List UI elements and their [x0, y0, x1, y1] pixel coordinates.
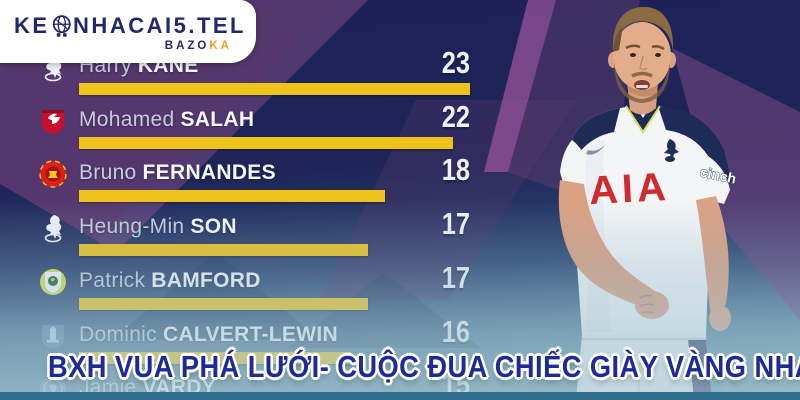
brand-text-pre: KE: [14, 12, 50, 38]
club-badge-manchester-united-icon: [38, 159, 68, 189]
brand-logo: KE NHACAI5.TEL BAZOKA: [0, 0, 256, 63]
club-badge-tottenham-icon: [38, 213, 68, 243]
goal-count: 18: [441, 152, 470, 187]
club-badge-leeds-united-icon: [38, 267, 68, 297]
player-last-name: FERNANDES: [142, 161, 276, 184]
player-last-name: SON: [190, 215, 237, 238]
brand-subtitle: BAZOKA: [164, 39, 246, 53]
player-last-name: BAMFORD: [151, 269, 261, 292]
player-last-name: CALVERT-LEWIN: [162, 323, 338, 346]
player-first-name: Dominic: [79, 323, 157, 346]
brand-subtitle-orange: KA: [209, 39, 232, 52]
goal-count: 23: [441, 45, 470, 80]
brand-subtitle-dark: BAZO: [164, 39, 210, 52]
player-first-name: Bruno: [79, 161, 137, 184]
goal-bar: [79, 137, 453, 149]
svg-text:AIA: AIA: [588, 165, 671, 213]
goal-count: 16: [441, 314, 470, 349]
player-photo: AIA cinch: [480, 0, 800, 400]
footer-strip: [0, 392, 800, 400]
scorer-row-bamford: Patrick BAMFORD 17: [35, 260, 475, 321]
goal-bar: [79, 83, 470, 95]
brand-text-post: NHACAI5.TEL: [73, 12, 246, 38]
goal-count: 17: [441, 206, 470, 241]
goal-bar: [79, 298, 368, 310]
player-last-name: SALAH: [180, 108, 255, 131]
scorer-row-fernandes: Bruno FERNANDES 18: [35, 152, 475, 213]
goal-count: 17: [441, 260, 470, 295]
player-first-name: Mohamed: [79, 108, 175, 131]
banner-text: BXH VUA PHÁ LƯỚI- CUỘC ĐUA CHIẾC GIÀY VÀ…: [48, 349, 800, 384]
scorer-row-son: Heung-Min SON 17: [35, 206, 475, 267]
club-badge-everton-icon: [38, 321, 68, 351]
club-badge-liverpool-icon: [38, 106, 68, 136]
globe-mascot-icon: [52, 15, 71, 37]
goal-bar: [79, 244, 368, 256]
goal-count: 22: [441, 99, 470, 134]
player-first-name: Patrick: [79, 269, 146, 292]
player-first-name: Heung-Min: [79, 215, 185, 238]
top-scorers-list: Harry KANE 23 Mohamed SALAH 22 Bruno FERNAN…: [35, 45, 475, 400]
goal-bar: [79, 190, 385, 202]
